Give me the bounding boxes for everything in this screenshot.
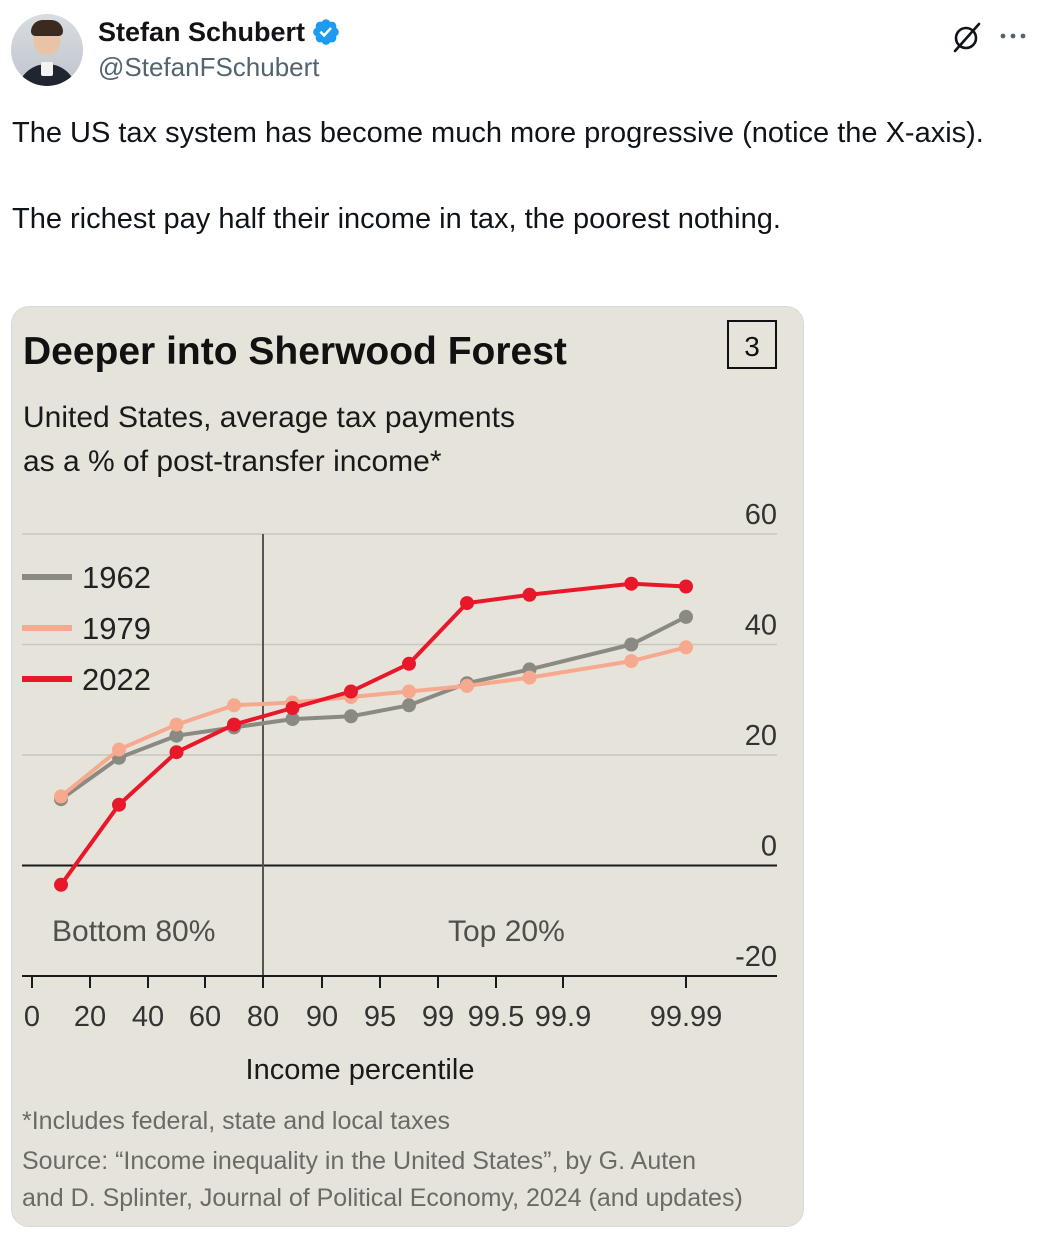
series-point-2022 (460, 596, 474, 611)
author-display-name[interactable]: Stefan Schubert (98, 16, 306, 47)
y-tick-label: -20 (735, 941, 777, 973)
series-point-1962 (344, 709, 358, 724)
author-handle[interactable]: @StefanFSchubert (98, 52, 320, 82)
x-tick-label: 99.9 (535, 1001, 591, 1033)
chart-title: Deeper into Sherwood Forest (23, 330, 567, 373)
series-point-1979 (460, 678, 474, 693)
series-point-2022 (679, 579, 693, 594)
series-point-2022 (285, 701, 300, 715)
chart-axes: 60 40 20 0 -20 Bottom 80% Top 20% 0 20 40 60 80 90 95… (22, 499, 777, 1033)
region-label-top: Top 20% (448, 915, 565, 948)
avatar[interactable] (11, 14, 83, 86)
series-point-1979 (624, 654, 639, 669)
x-tick-label: 40 (132, 1001, 164, 1033)
x-tick-label: 0 (24, 1001, 40, 1033)
chart: Deeper into Sherwood Forest 3 United Sta… (12, 307, 803, 1226)
series-point-1962 (285, 712, 300, 727)
legend-label-2022: 2022 (82, 662, 151, 697)
grok-icon[interactable] (950, 20, 984, 54)
series-point-1979 (522, 670, 537, 685)
legend-label-1979: 1979 (82, 611, 151, 646)
chart-number-label: 3 (744, 331, 760, 362)
series-point-1979 (169, 717, 184, 732)
x-tick-label: 99 (422, 1001, 454, 1033)
tweet-paragraph: The US tax system has become much more p… (12, 117, 984, 149)
author-name-row: Stefan Schubert (98, 16, 341, 48)
y-tick-label: 40 (745, 610, 777, 642)
series-point-2022 (344, 684, 358, 699)
more-options-icon[interactable] (998, 26, 1028, 46)
legend-label-1962: 1962 (82, 560, 151, 595)
region-label-bottom: Bottom 80% (52, 915, 215, 948)
tweet-text: The US tax system has become much more p… (12, 112, 1002, 241)
chart-subtitle-line: United States, average tax payments (23, 401, 515, 434)
series-point-1979 (54, 789, 68, 804)
series-point-2022 (169, 745, 184, 760)
series-point-1962 (402, 698, 416, 713)
series-point-1979 (112, 742, 126, 757)
chart-footnote: *Includes federal, state and local taxes (22, 1107, 450, 1135)
series-point-2022 (522, 587, 537, 602)
chart-number-badge (727, 320, 777, 369)
y-tick-label: 60 (745, 499, 777, 531)
x-tick-label: 99.5 (468, 1001, 524, 1033)
chart-source-line: and D. Splinter, Journal of Political Ec… (22, 1184, 743, 1212)
chart-background (12, 307, 803, 1226)
series-point-2022 (227, 717, 241, 732)
y-tick-label: 0 (761, 831, 777, 863)
x-tick-label: 20 (74, 1001, 106, 1033)
series-point-2022 (112, 797, 126, 812)
series-point-1979 (402, 684, 416, 699)
x-tick-label: 99.99 (650, 1001, 723, 1033)
series-point-2022 (624, 576, 639, 591)
series-point-1962 (679, 609, 693, 624)
series-point-2022 (402, 656, 416, 671)
x-tick-label: 95 (364, 1001, 396, 1033)
chart-subtitle-line: as a % of post-transfer income* (23, 445, 442, 478)
chart-legend: 1962 1979 2022 (22, 560, 151, 697)
series-point-1962 (624, 637, 639, 652)
chart-x-axis-label: Income percentile (246, 1054, 475, 1086)
series-point-1979 (679, 640, 693, 655)
tweet-paragraph: The richest pay half their income in tax… (12, 203, 781, 235)
y-tick-label: 20 (745, 720, 777, 752)
verified-badge-icon (313, 19, 339, 45)
chart-source-line: Source: “Income inequality in the United… (22, 1147, 696, 1175)
x-tick-label: 90 (306, 1001, 338, 1033)
series-point-2022 (54, 877, 68, 892)
x-tick-label: 80 (247, 1001, 279, 1033)
chart-series (54, 576, 693, 892)
chart-gridlines (22, 533, 777, 976)
x-tick-label: 60 (189, 1001, 221, 1033)
series-point-1962 (169, 728, 184, 743)
series-point-1979 (227, 698, 241, 713)
tweet-media-chart[interactable]: Deeper into Sherwood Forest 3 United Sta… (11, 306, 804, 1227)
